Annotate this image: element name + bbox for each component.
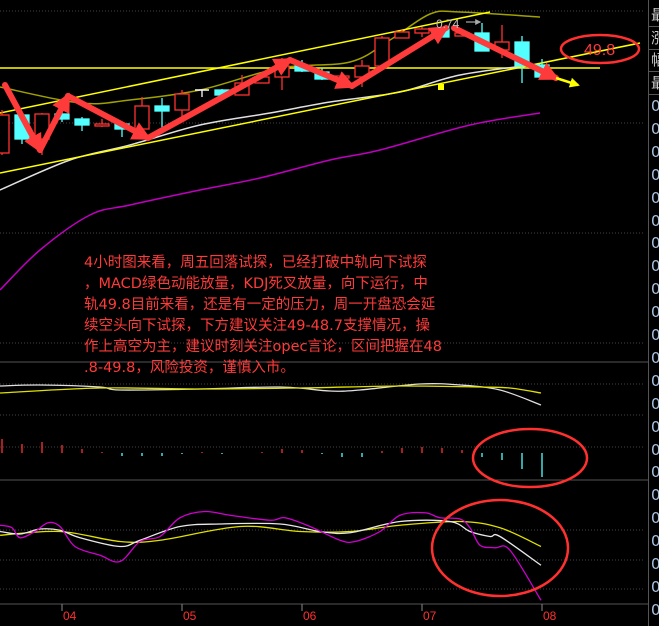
callout-ellipse: [559, 33, 641, 65]
sidebar-value: 0: [651, 555, 659, 573]
sidebar-label: 幅: [651, 51, 659, 69]
red-trend-arrow: [349, 25, 450, 89]
x-tick-label: 08: [543, 609, 557, 623]
sidebar-value: 0: [651, 372, 659, 390]
boll-lower-line: [0, 112, 541, 291]
macd-dea-line: [0, 385, 542, 394]
red-trend-arrow: [65, 93, 152, 141]
candle-body: [394, 31, 410, 39]
note-line: 轨49.8目前来看，还是有一定的压力，周一开盘恐会延: [84, 297, 436, 313]
note-line: .8-49.8，风险投资，谨慎入市。: [84, 360, 295, 376]
candle-body: [414, 28, 430, 34]
annotations: [2, 19, 641, 598]
candle: [134, 97, 150, 130]
note-line: ，MACD绿色动能放量，KDJ死叉放量，向下运行，中: [84, 276, 428, 292]
sidebar-value: 0: [651, 166, 659, 184]
sidebar-value: 0: [651, 418, 659, 436]
right-price-sidebar: 最涨幅最00000000000000000000000: [648, 0, 659, 626]
x-tick-label: 05: [183, 609, 197, 623]
kdj-d-line: [0, 520, 542, 548]
sidebar-value: 0: [651, 486, 659, 504]
sidebar-separator: [649, 26, 659, 27]
red-trend-arrow: [451, 25, 560, 81]
candle: [174, 90, 190, 120]
candle: [414, 27, 430, 37]
sidebar-label: 涨: [651, 29, 659, 47]
candle: [154, 98, 170, 128]
red-trend-arrow: [37, 92, 71, 153]
sidebar-label: 最: [651, 6, 659, 24]
kdj-panel: [0, 510, 542, 601]
sidebar-value: 0: [651, 257, 659, 275]
sidebar-value: 0: [651, 395, 659, 413]
red-trend-arrow: [2, 82, 43, 154]
candle: [94, 119, 110, 127]
note-line: 续空头向下试探，下方建议关注49-48.7支撑情况，操: [84, 318, 430, 334]
sidebar-value: 0: [651, 349, 659, 367]
analysis-note: 4小时图来看，周五回落试探，已经打破中轨向下试探 ，MACD绿色动能放量，KDJ…: [84, 253, 484, 379]
candle-body: [174, 93, 190, 111]
sidebar-value: 0: [651, 601, 659, 619]
red-trend-arrow: [145, 57, 294, 141]
sidebar-value: 0: [651, 509, 659, 527]
candle-body: [154, 105, 170, 112]
sidebar-value: 0: [651, 303, 659, 321]
x-tick-label: 04: [63, 609, 77, 623]
sidebar-value: 0: [651, 532, 659, 550]
note-line: 4小时图来看，周五回落试探，已经打破中轨向下试探: [84, 255, 427, 271]
candle: [0, 110, 10, 155]
callout-label: 49.8: [584, 42, 615, 59]
candle-body: [74, 118, 90, 126]
candle-body: [94, 123, 110, 127]
sidebar-value: 0: [651, 212, 659, 230]
sidebar-value: 0: [651, 280, 659, 298]
sidebar-value: 0: [651, 463, 659, 481]
sidebar-label: 最: [651, 74, 659, 92]
sidebar-value: 0: [651, 97, 659, 115]
sidebar-value: 0: [651, 189, 659, 207]
sidebar-value: 0: [651, 143, 659, 161]
sidebar-value: 0: [651, 578, 659, 596]
sidebar-separator: [649, 71, 659, 72]
sidebar-value: 0: [651, 120, 659, 138]
kdj-k-line: [0, 519, 542, 566]
sidebar-value: 0: [651, 326, 659, 344]
macd-panel: [0, 383, 543, 477]
note-line: 作上高空为主，建议时刻关注opec言论，区间把握在48: [84, 339, 442, 355]
kdj-j-line: [0, 510, 542, 601]
kdj-highlight-ellipse: [430, 498, 570, 598]
candle: [74, 117, 90, 131]
x-tick-label: 06: [303, 609, 317, 623]
sidebar-separator: [649, 48, 659, 50]
price-panel: [0, 10, 641, 291]
candle-body: [0, 114, 10, 154]
macd-highlight-ellipse: [471, 427, 589, 489]
price-marker-label: 0.74: [436, 17, 460, 31]
sidebar-separator: [649, 93, 659, 95]
candle: [195, 89, 209, 97]
candle-body: [134, 105, 150, 130]
x-tick-label: 07: [423, 609, 437, 623]
red-trend-arrow: [287, 57, 356, 89]
yellow-direction-arrow: [555, 76, 580, 88]
candle: [394, 30, 410, 39]
sidebar-value: 0: [651, 234, 659, 252]
signal-marker: [438, 84, 444, 90]
sidebar-value: 0: [651, 441, 659, 459]
trend-line-upper: [0, 11, 491, 114]
